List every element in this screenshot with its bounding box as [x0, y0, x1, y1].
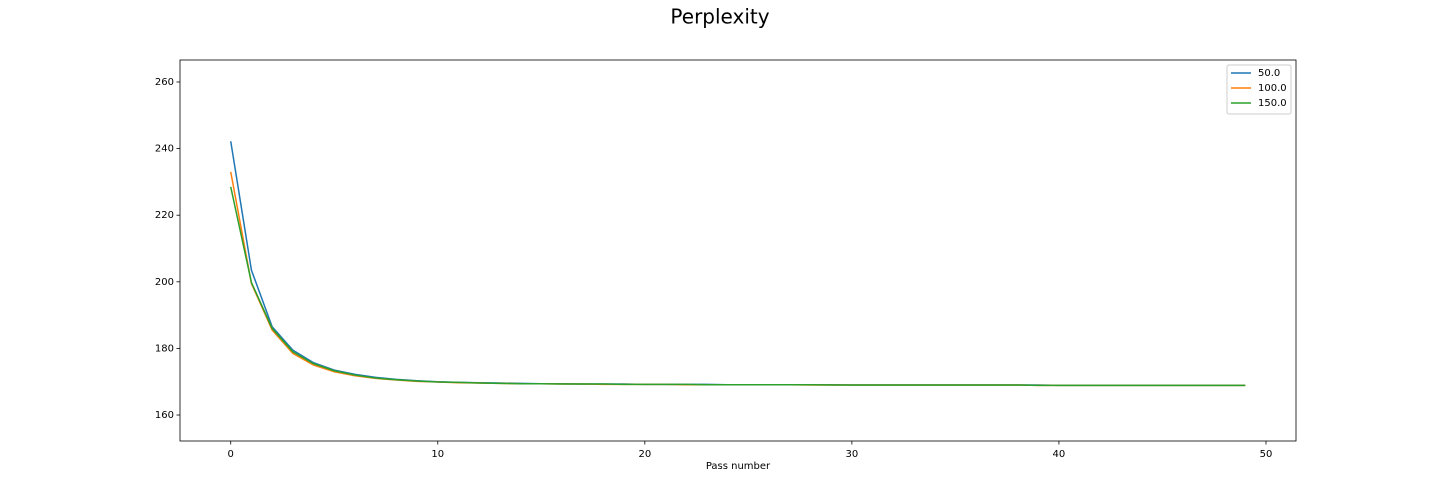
legend-box [1226, 64, 1292, 115]
x-tick-label: 10 [431, 449, 444, 460]
legend-label: 150.0 [1258, 98, 1287, 109]
line-series [229, 141, 1246, 387]
x-tick-label: 30 [846, 449, 859, 460]
legend-label: 100.0 [1258, 83, 1287, 94]
x-tick-label: 20 [638, 449, 651, 460]
chart-title: Perplexity [670, 5, 769, 29]
y-tick-label: 220 [155, 210, 174, 221]
y-tick-label: 260 [155, 77, 174, 88]
legend-label: 50.0 [1258, 68, 1280, 79]
line-series [229, 186, 1246, 387]
x-tick-label: 50 [1260, 449, 1273, 460]
y-tick-label: 160 [155, 410, 174, 421]
y-tick-label: 240 [155, 144, 174, 155]
x-tick-label: 0 [228, 449, 234, 460]
y-tick-label: 200 [155, 277, 174, 288]
x-axis-label: Pass number [706, 461, 771, 472]
line-series [229, 171, 1246, 387]
y-tick-label: 180 [155, 343, 174, 354]
plot-frame [179, 59, 1297, 442]
x-tick-label: 40 [1053, 449, 1066, 460]
